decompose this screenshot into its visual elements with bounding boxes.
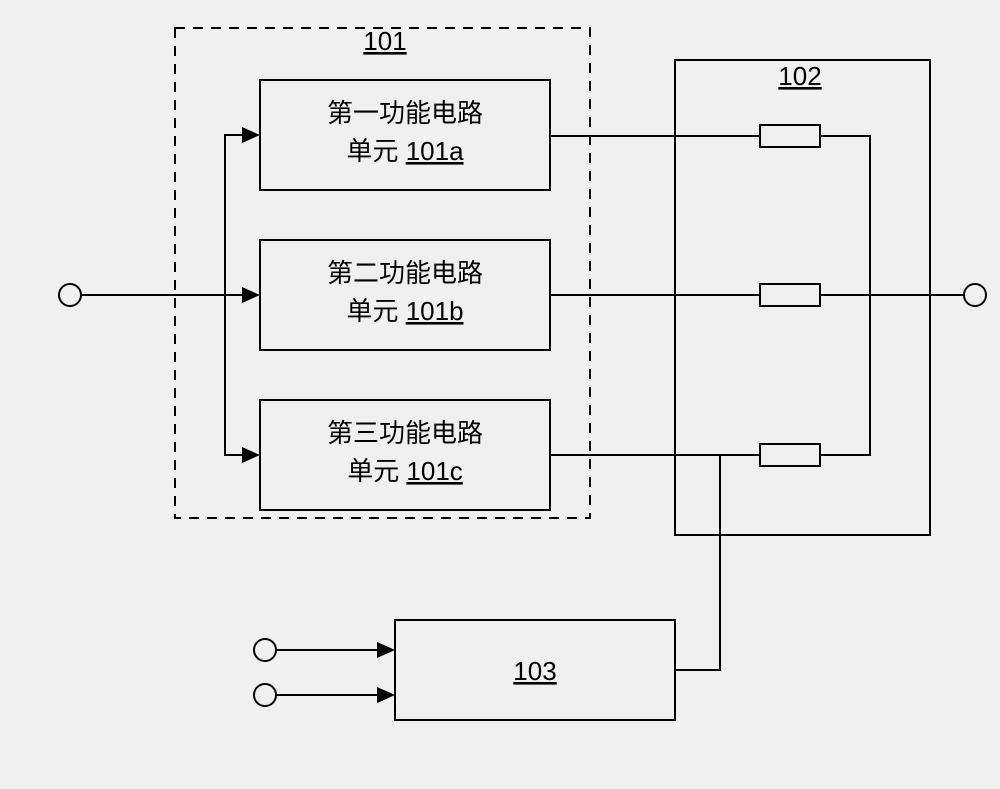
group-101-label: 101 bbox=[363, 26, 406, 56]
block-101b-line2: 单元 101b bbox=[346, 296, 463, 326]
resistor-2 bbox=[760, 284, 820, 306]
block-101a-line1: 第一功能电路 bbox=[327, 98, 483, 128]
resistor-1 bbox=[760, 125, 820, 147]
block-101c-line1: 第三功能电路 bbox=[327, 418, 483, 448]
block-101c-line2: 单元 101c bbox=[347, 456, 463, 486]
block-101a-line2: 单元 101a bbox=[346, 136, 464, 166]
resistor-3 bbox=[760, 444, 820, 466]
group-102-label: 102 bbox=[778, 61, 821, 91]
circuit-diagram: 101 102 第一功能电路单元 101a 第二功能电路单元 101b 第三功能电路单元… bbox=[0, 0, 1000, 789]
block-103-label: 103 bbox=[513, 656, 556, 686]
block-101b-line1: 第二功能电路 bbox=[327, 258, 483, 288]
